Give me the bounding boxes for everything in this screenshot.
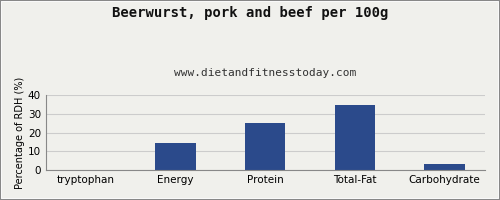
Bar bbox=[245, 123, 286, 170]
Bar bbox=[424, 164, 465, 170]
Bar bbox=[156, 143, 196, 170]
Y-axis label: Percentage of RDH (%): Percentage of RDH (%) bbox=[15, 77, 25, 189]
Text: Beerwurst, pork and beef per 100g: Beerwurst, pork and beef per 100g bbox=[112, 6, 388, 20]
Bar bbox=[334, 105, 375, 170]
Title: www.dietandfitnesstoday.com: www.dietandfitnesstoday.com bbox=[174, 68, 356, 78]
